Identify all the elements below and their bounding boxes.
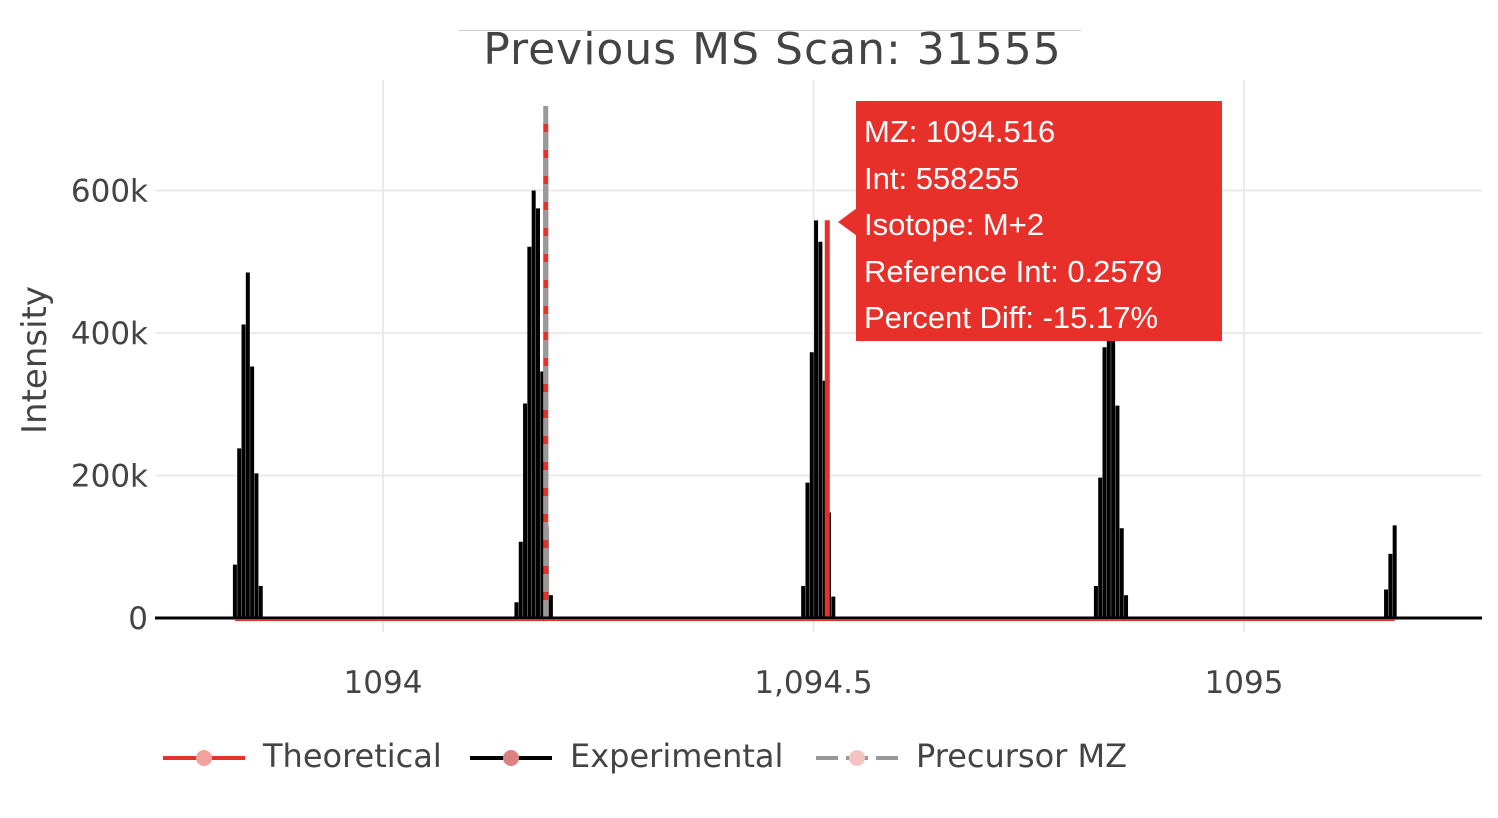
- tooltip-mz: MZ: 1094.516: [864, 114, 1056, 149]
- legend-item-precursor-mz[interactable]: Precursor MZ: [816, 735, 1136, 781]
- legend-label-experimental: Experimental: [570, 737, 784, 775]
- legend-item-theoretical[interactable]: Theoretical: [163, 735, 453, 781]
- hover-tooltip: MZ: 1094.516 Int: 558255 Isotope: M+2 Re…: [856, 101, 1222, 341]
- legend-marker-precursor-mz: [849, 750, 865, 766]
- legend-label-theoretical: Theoretical: [263, 737, 442, 775]
- y-axis-label: Intensity: [15, 286, 55, 434]
- x-tick-labels: 1094 1,094.5 1095: [344, 665, 1284, 701]
- tooltip-isotope: Isotope: M+2: [864, 207, 1045, 242]
- y-tick-labels: 0 200k 400k 600k: [71, 174, 148, 638]
- y-tick-label: 400k: [71, 316, 148, 352]
- tooltip-percent-diff: Percent Diff: -15.17%: [864, 300, 1159, 335]
- chart-title: Previous MS Scan: 31555: [483, 24, 1062, 75]
- legend-marker-experimental: [503, 750, 519, 766]
- y-tick-label: 0: [128, 601, 148, 637]
- legend-label-precursor-mz: Precursor MZ: [916, 737, 1128, 775]
- tooltip-pointer: [838, 208, 857, 236]
- tooltip-int: Int: 558255: [864, 160, 1020, 196]
- title-divider: [459, 30, 1081, 31]
- legend-item-experimental[interactable]: Experimental: [470, 735, 790, 781]
- y-tick-label: 200k: [71, 459, 148, 495]
- tooltip-reference-int: Reference Int: 0.2579: [864, 253, 1163, 289]
- axes: [155, 616, 1482, 621]
- x-tick-label: 1095: [1205, 665, 1284, 701]
- y-tick-label: 600k: [71, 174, 148, 210]
- theoretical-series: [543, 122, 830, 618]
- x-tick-label: 1,094.5: [754, 665, 872, 701]
- experimental-series: [232, 190, 1397, 618]
- legend-marker-theoretical: [196, 750, 212, 766]
- x-tick-label: 1094: [344, 665, 423, 701]
